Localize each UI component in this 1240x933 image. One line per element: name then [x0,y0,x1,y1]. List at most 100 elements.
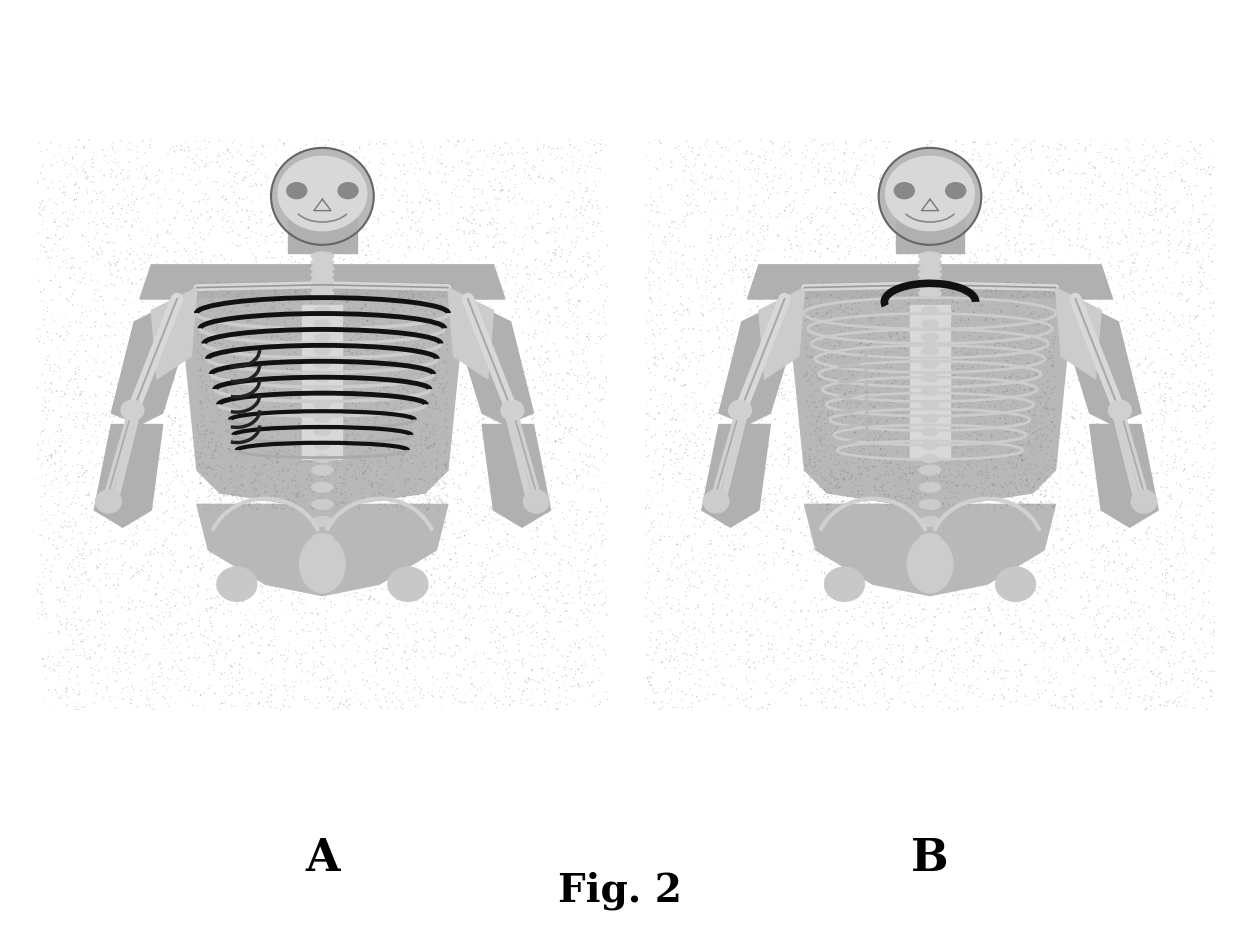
Point [169,622,188,637]
Point [1032,635,1052,650]
Point [157,244,177,258]
Point [1081,553,1101,568]
Point [873,475,893,490]
Point [445,684,465,699]
Point [496,630,516,645]
Point [863,423,883,438]
Point [450,221,470,236]
Point [97,682,117,697]
Point [982,160,1002,175]
Point [176,284,196,299]
Point [377,328,397,343]
Point [997,425,1017,439]
Point [682,268,702,283]
Point [382,559,402,574]
Point [573,216,593,230]
Point [1032,432,1052,447]
Point [868,438,888,453]
Point [311,241,331,256]
Point [851,388,870,403]
Point [661,425,681,439]
Point [324,401,343,416]
Point [66,496,86,511]
Point [522,687,542,702]
Point [742,146,761,161]
Point [565,407,585,422]
Point [694,632,714,647]
Point [1120,216,1140,231]
Point [415,552,435,567]
Point [691,348,711,363]
Point [350,454,370,469]
Point [670,350,689,365]
Point [712,241,732,256]
Point [210,336,229,351]
Point [925,677,945,692]
Point [875,448,895,463]
Point [283,387,303,402]
Point [311,434,331,449]
Point [280,336,300,351]
Point [1130,313,1149,328]
Point [1027,263,1047,278]
Point [86,301,105,316]
Point [879,328,899,343]
Point [314,279,334,294]
Point [784,300,804,315]
Point [920,342,940,357]
Point [833,382,853,397]
Point [987,282,1007,297]
Point [992,500,1012,515]
Point [253,423,273,438]
Point [870,281,890,296]
Point [212,666,232,681]
Point [244,140,264,155]
Point [196,320,216,335]
Point [872,493,892,508]
Point [701,230,720,245]
Point [818,458,838,473]
Point [424,576,444,591]
Point [1056,244,1076,259]
Point [29,330,48,345]
Point [645,695,665,710]
Point [175,284,195,299]
Point [205,443,224,458]
Point [827,672,847,687]
Point [381,483,401,498]
Point [975,530,994,545]
Point [289,265,309,280]
Point [844,309,864,324]
Point [195,698,215,713]
Point [1076,398,1096,413]
Point [481,473,501,488]
Point [296,381,316,396]
Point [108,577,128,592]
Point [179,167,198,182]
Point [48,592,68,607]
Point [725,325,745,340]
Point [1014,313,1034,327]
Point [552,265,572,280]
Point [1080,566,1100,581]
Point [265,449,285,464]
Point [423,689,443,703]
Point [982,573,1002,588]
Point [560,639,580,654]
Point [239,213,259,228]
Point [188,370,208,385]
Point [847,388,867,403]
Point [52,690,72,705]
Point [1016,382,1035,397]
Point [265,258,285,273]
Point [219,409,239,424]
Point [331,387,351,402]
Point [856,320,875,335]
Point [83,160,103,174]
Point [775,202,795,217]
Point [1126,664,1146,679]
Point [963,339,983,354]
Point [1096,576,1116,591]
Point [836,136,856,151]
Point [1183,580,1203,595]
